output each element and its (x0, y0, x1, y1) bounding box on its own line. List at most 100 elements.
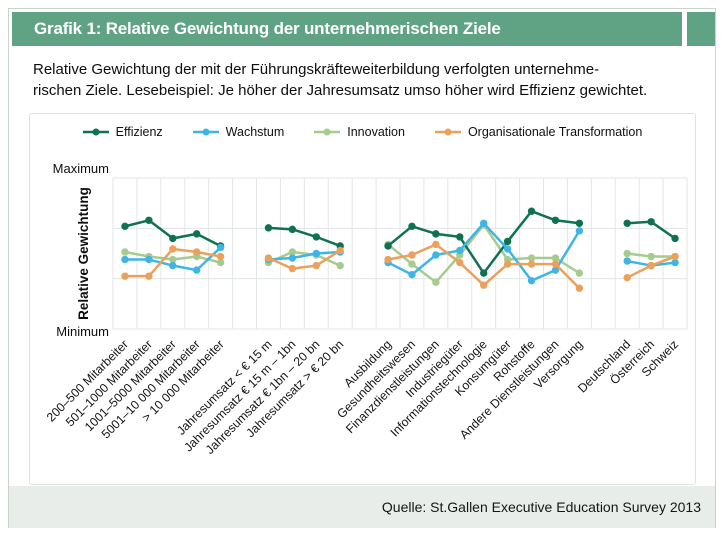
chart-legend: Effizienz Wachstum Innovation Organisationa… (30, 125, 695, 139)
data-point (145, 255, 153, 264)
data-point (121, 255, 129, 264)
legend-item: Effizienz (82, 125, 163, 139)
data-point (432, 240, 440, 249)
data-point (384, 255, 392, 264)
data-point (408, 251, 416, 259)
legend-item: Innovation (314, 125, 405, 139)
data-point (169, 255, 177, 264)
data-point (647, 252, 655, 261)
data-point (145, 216, 153, 224)
data-point (169, 245, 177, 253)
series-line (267, 250, 342, 267)
data-point (551, 266, 560, 274)
data-point (193, 230, 201, 238)
data-point (527, 276, 536, 285)
legend-label: Effizienz (115, 125, 163, 139)
data-point (623, 219, 631, 227)
figure-header-bar: Grafik 1: Relative Gewichtung der untern… (12, 12, 682, 46)
legend-marker-icon (192, 128, 219, 136)
series-line (267, 226, 342, 248)
data-point (216, 258, 225, 267)
data-point (623, 257, 631, 265)
data-point (288, 225, 297, 234)
data-point (503, 245, 512, 253)
y-axis-title: Relative Gewichtung (76, 187, 91, 320)
data-point (216, 243, 225, 252)
data-point (336, 246, 344, 255)
data-point (216, 252, 225, 261)
legend-label: Wachstum (225, 125, 285, 139)
data-point (456, 258, 464, 267)
data-point (480, 281, 488, 289)
caption-line-1: Relative Gewichtung der mit der Führungs… (33, 61, 600, 78)
data-point (312, 249, 320, 258)
data-point (671, 252, 679, 261)
source-band: Quelle: St.Gallen Executive Education Su… (9, 486, 715, 528)
data-point (264, 224, 273, 232)
header-accent-square (687, 12, 715, 46)
data-point (288, 254, 297, 262)
data-point (551, 216, 560, 224)
data-point (623, 249, 631, 258)
legend-marker-icon (434, 128, 461, 136)
data-point (527, 254, 536, 262)
data-point (169, 261, 177, 270)
data-point (551, 254, 560, 262)
data-point (480, 269, 488, 277)
legend-marker-icon (82, 128, 109, 136)
data-point (575, 269, 584, 277)
data-point (432, 230, 440, 238)
data-point (121, 248, 129, 256)
data-point (480, 219, 488, 227)
figure-card: Grafik 1: Relative Gewichtung der untern… (8, 8, 716, 528)
data-point (288, 248, 297, 256)
data-point (384, 242, 392, 250)
figure-title: Grafik 1: Relative Gewichtung der untern… (34, 19, 501, 38)
legend-marker-icon (314, 128, 341, 136)
data-point (169, 234, 177, 243)
data-point (456, 246, 464, 255)
y-axis-max-label: Maximum (53, 161, 109, 176)
data-point (264, 254, 273, 262)
data-point (623, 273, 631, 282)
legend-label: Innovation (347, 125, 405, 139)
chart-area: Effizienz Wachstum Innovation Organisationa… (29, 113, 696, 485)
data-point (671, 258, 679, 267)
data-point (408, 222, 416, 231)
legend-item: Organisationale Transformation (434, 125, 643, 139)
data-point (503, 237, 512, 246)
data-point (288, 264, 297, 273)
data-point (575, 219, 584, 227)
y-axis-min-label: Minimum (56, 324, 109, 339)
data-point (408, 270, 416, 279)
data-point (575, 284, 584, 292)
data-point (312, 261, 320, 270)
data-point (312, 233, 320, 241)
data-point (647, 261, 655, 270)
data-point (527, 260, 536, 268)
figure-caption: Relative Gewichtung der mit der Führungs… (33, 59, 697, 101)
data-point (432, 251, 440, 259)
data-point (193, 266, 201, 274)
legend-item: Wachstum (192, 125, 285, 139)
data-point (408, 260, 416, 268)
data-point (193, 248, 201, 256)
data-point (551, 260, 560, 268)
data-point (121, 222, 129, 231)
data-point (671, 234, 679, 243)
data-point (647, 218, 655, 226)
source-text: Quelle: St.Gallen Executive Education Su… (381, 499, 701, 515)
data-point (432, 278, 440, 286)
data-point (527, 207, 536, 215)
data-point (336, 261, 344, 270)
data-point (575, 227, 584, 235)
data-point (121, 272, 129, 280)
series-line (267, 249, 342, 270)
data-point (456, 233, 464, 241)
data-point (503, 260, 512, 268)
data-point (145, 272, 153, 280)
series-line (267, 250, 342, 261)
caption-line-2: rischen Ziele. Lesebeispiel: Je höher de… (33, 82, 648, 99)
legend-label: Organisationale Transformation (467, 125, 643, 139)
